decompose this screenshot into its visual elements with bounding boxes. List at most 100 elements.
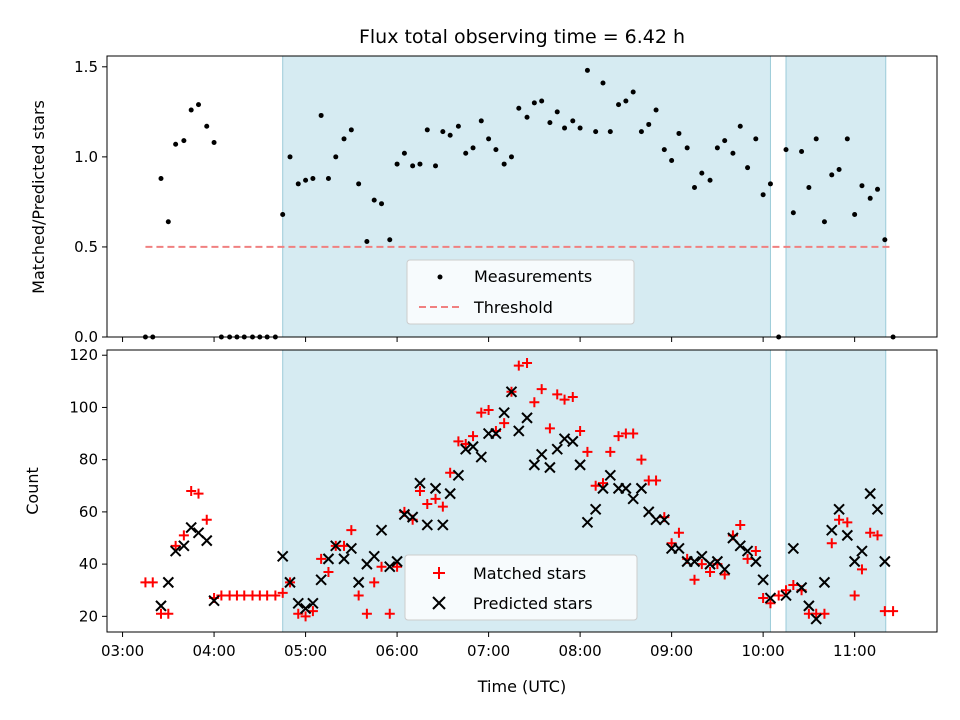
matched-star-point [422,499,433,510]
predicted-star-point [276,550,289,562]
measurement-point [707,177,713,183]
bottom-y-ticks: 20 40 60 80 100 120 [69,346,107,625]
predicted-star-point [604,469,617,482]
matched-star-point [865,527,876,538]
legend-predicted-label: Predicted stars [473,594,593,613]
matched-star-point [765,598,776,609]
measurement-point [447,132,453,138]
measurement-point [379,201,385,207]
legend-measurements-label: Measurements [474,267,592,286]
measurement-points [142,67,896,340]
matched-star-point [270,590,281,601]
predicted-star-point [467,440,479,453]
measurement-point [829,172,835,178]
predicted-star-point [750,555,762,568]
measurement-point [410,163,416,169]
top-legend-box [406,259,635,325]
matched-star-point [445,467,456,478]
measurement-point [196,102,202,108]
matched-star-point [842,517,853,528]
matched-star-point [834,514,845,525]
matched-star-point [742,553,753,564]
measurement-point [371,197,377,203]
matched-star-point [849,590,860,601]
predicted-star-point [558,433,571,445]
matched-star-point [300,611,311,622]
measurement-point [303,177,309,183]
predicted-star-point [879,555,891,568]
measurement-point [875,186,881,192]
measurement-point [387,237,393,243]
matched-star-point [476,407,487,418]
matched-star-point [673,527,684,538]
matched-star-point [529,397,540,408]
measurement-point [882,237,888,243]
matched-star-point [872,530,883,541]
predicted-star-point [810,613,822,625]
predicted-star-point [688,555,701,568]
predicted-star-point [345,542,358,555]
predicted-star-point [826,524,838,536]
predicted-star-point [384,561,396,573]
predicted-star-point [535,448,548,461]
matched-star-point [582,446,593,457]
measurement-point [676,130,682,136]
measurement-point [173,141,179,147]
predicted-star-point [620,482,632,495]
measurement-point [341,136,347,142]
measurement-point [547,120,553,126]
measurement-point [325,175,331,181]
measurement-point [852,212,858,218]
chart-title: Flux total observing time = 6.42 h [359,26,685,48]
measurement-point [722,138,728,144]
predicted-star-point [322,553,335,565]
matched-star-point [689,574,700,585]
predicted-star-point [375,524,388,536]
predicted-star-point [635,482,648,495]
measurement-point [531,100,537,106]
measurement-point [554,109,560,115]
matched-star-point [186,486,197,496]
y-tick-label: 40 [79,555,98,573]
measurement-point [760,192,766,198]
top-x-ticks [122,337,856,342]
matched-star-point [513,360,524,371]
measurement-point [394,161,400,167]
x-tick-label: 03:00 [101,642,144,660]
matched-star-point [856,564,867,575]
legend-predicted-marker [432,596,446,610]
matched-star-point [826,538,837,549]
matched-star-point [559,394,570,405]
measurement-point [745,165,751,171]
x-axis-label: Time (UTC) [477,677,566,696]
matched-star-point [536,384,547,395]
matched-star-point [376,561,387,572]
measurement-point [188,107,194,113]
matched-star-point [628,428,639,439]
measurement-point [821,219,827,225]
predicted-star-point [734,540,746,552]
measurement-point [165,219,171,225]
measurement-point [318,112,324,118]
x-tick-label: 10:00 [742,642,785,660]
matched-star-point [163,608,174,619]
x-tick-label: 04:00 [192,642,235,660]
measurement-point [623,98,629,104]
matched-star-point [178,530,189,541]
measurement-point [158,175,164,181]
measurement-point [287,154,293,160]
predicted-star-point [284,576,296,589]
measurement-point [638,129,644,135]
measurement-point [607,129,613,135]
predicted-star-point [589,503,602,515]
measurement-point [653,107,659,113]
predicted-star-point [757,574,769,586]
measurement-point [417,161,423,167]
bottom-y-axis-label: Count [23,467,42,515]
predicted-star-point [208,594,220,607]
measurement-point [836,166,842,172]
measurement-point [813,136,819,142]
matched-star-point [201,514,212,525]
predicted-star-point [795,581,808,594]
matched-star-point [613,431,624,442]
